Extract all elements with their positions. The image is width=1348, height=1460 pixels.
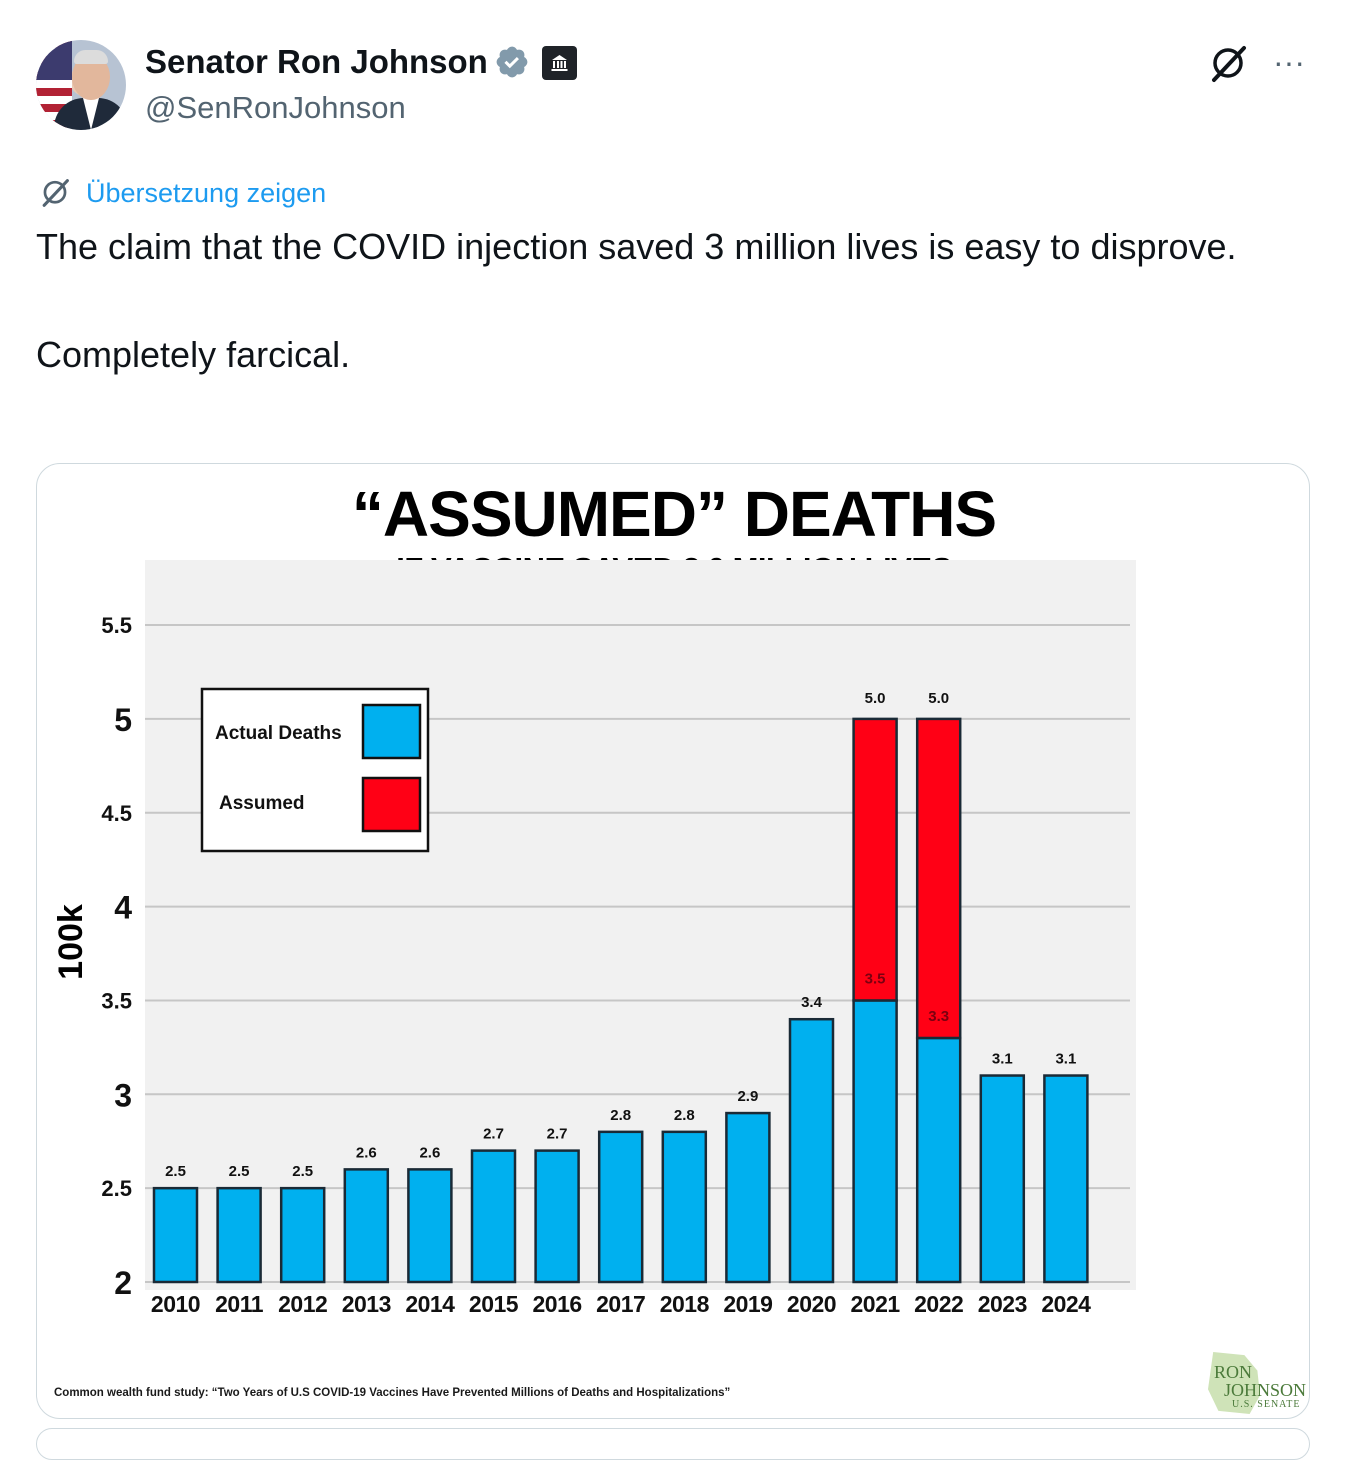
flag-background <box>36 40 72 130</box>
author-avatar[interactable] <box>36 40 126 130</box>
author-handle[interactable]: @SenRonJohnson <box>145 90 406 125</box>
ron-johnson-logo: RON JOHNSON U.S. SENATE <box>1204 1352 1307 1414</box>
author-name[interactable]: Senator Ron Johnson <box>145 43 488 80</box>
grok-icon[interactable] <box>1206 42 1250 86</box>
tweet-text: The claim that the COVID injection saved… <box>36 226 1237 375</box>
logo-line-3: U.S. SENATE <box>1232 1399 1301 1410</box>
more-options-button[interactable]: ··· <box>1273 44 1305 80</box>
capitol-icon <box>551 55 568 71</box>
chart-title: “ASSUMED” DEATHS <box>351 478 997 550</box>
chart-footnote: Common wealth fund study: “Two Years of … <box>54 1387 731 1399</box>
avatar-hair <box>74 50 108 64</box>
government-label-icon[interactable] <box>542 46 577 80</box>
show-translation-link[interactable]: Übersetzung zeigen <box>86 178 327 208</box>
logo-line-2: JOHNSON <box>1224 1380 1307 1400</box>
chart-subtitle: IF VACCINE SAVED 3.0 MILLION LIVES <box>396 551 952 586</box>
next-card-edge <box>36 1428 1310 1460</box>
verified-badge-icon[interactable] <box>494 44 530 80</box>
grok-icon[interactable] <box>38 176 72 210</box>
logo-line-1: RON <box>1214 1362 1253 1382</box>
tweet-image[interactable] <box>36 463 1310 1419</box>
